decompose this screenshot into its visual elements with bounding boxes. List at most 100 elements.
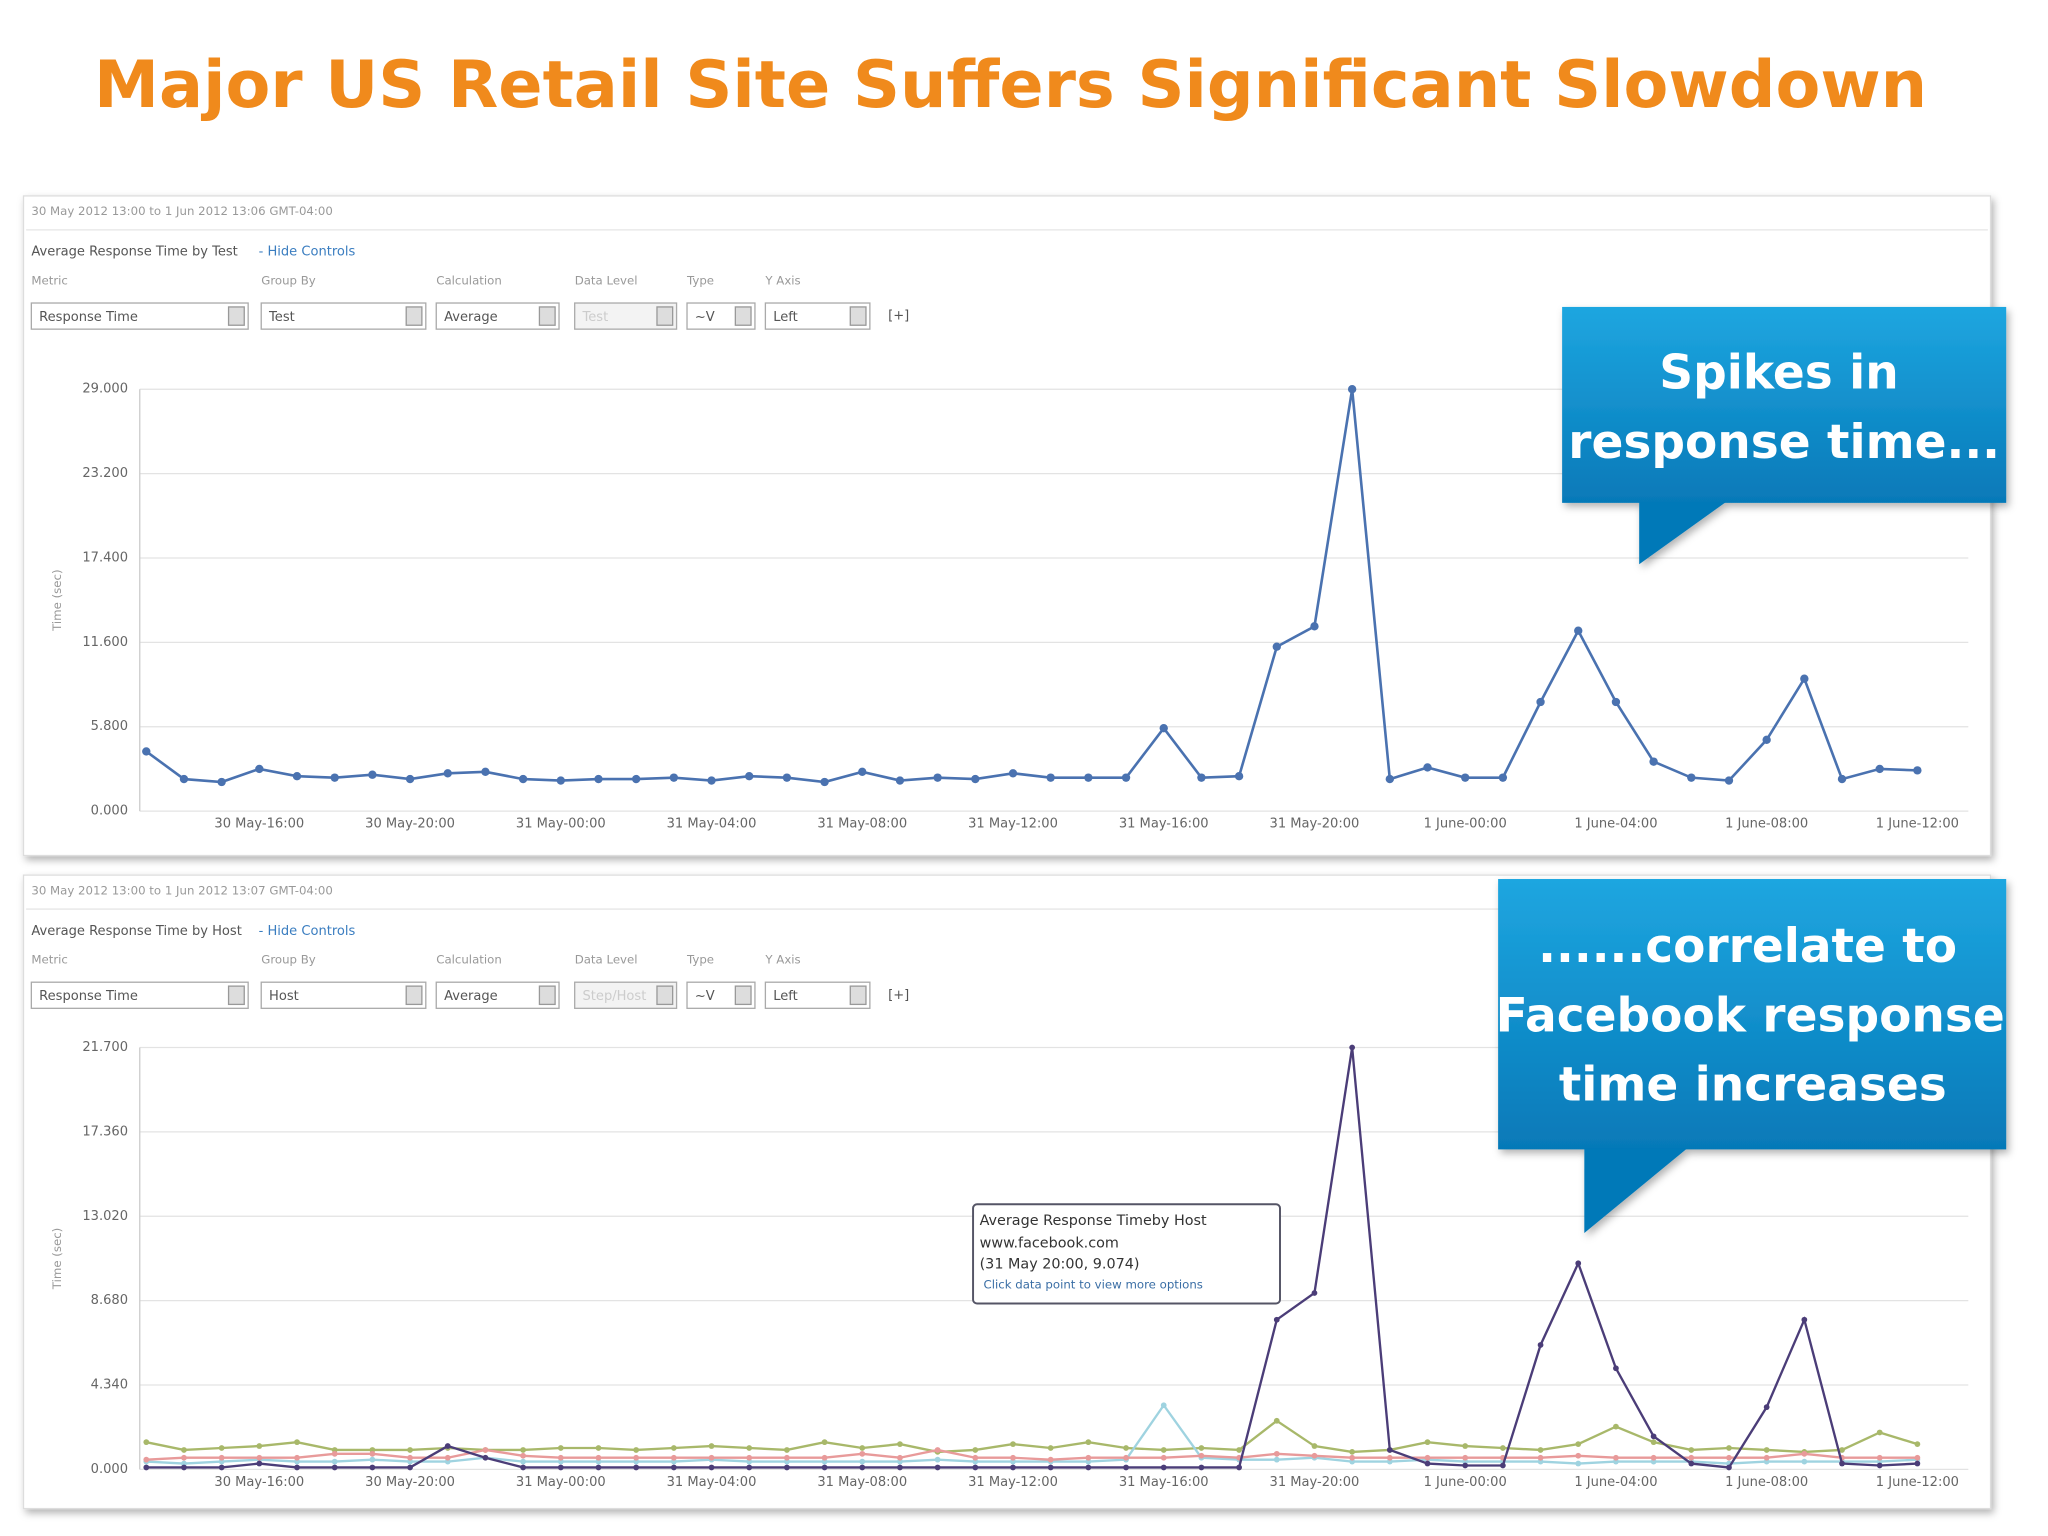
data-point — [1914, 1454, 1921, 1461]
data-point — [1801, 1458, 1808, 1465]
x-tick-label: 31 May-08:00 — [817, 1475, 907, 1490]
data-point — [1236, 1447, 1242, 1453]
data-point — [1010, 1441, 1016, 1447]
dropdown[interactable] — [30, 302, 249, 330]
data-point — [1537, 1454, 1544, 1461]
data-point — [1462, 1462, 1469, 1469]
data-point — [557, 1454, 564, 1461]
y-tick-label: 29.000 — [82, 382, 128, 397]
add-button[interactable]: [+] — [888, 309, 909, 324]
data-point — [1611, 697, 1621, 707]
data-point — [1198, 1452, 1205, 1459]
data-point — [1386, 1447, 1393, 1453]
data-point — [1385, 774, 1395, 784]
x-tick-label: 30 May-20:00 — [365, 1475, 455, 1490]
callout-text: ......correlate to — [1538, 919, 1957, 974]
data-point — [1875, 764, 1884, 774]
series-line — [146, 1047, 1918, 1469]
dropdown-value: Test — [268, 310, 295, 325]
control-label: Type — [686, 273, 714, 287]
data-point — [708, 1454, 715, 1461]
x-tick-label: 1 June-08:00 — [1725, 817, 1808, 832]
data-point — [1010, 1464, 1016, 1471]
dropdown-arrow — [538, 306, 556, 326]
dropdown[interactable] — [260, 981, 427, 1009]
data-point — [631, 774, 641, 784]
data-point — [1876, 1462, 1883, 1469]
data-point — [1159, 724, 1168, 733]
data-point — [1801, 1450, 1808, 1457]
data-point — [1047, 1464, 1054, 1471]
data-point — [557, 1445, 564, 1451]
slide-title: Major US Retail Site Suffers Significant… — [94, 47, 1927, 123]
data-point — [1349, 1449, 1356, 1455]
data-point — [1462, 1443, 1469, 1449]
data-point — [481, 767, 490, 777]
control-label: Data Level — [575, 273, 638, 287]
data-point — [1123, 1464, 1129, 1471]
data-point — [708, 1443, 715, 1449]
data-point — [143, 1464, 150, 1471]
data-point — [745, 772, 754, 781]
data-point — [1500, 1445, 1506, 1451]
data-point — [294, 1454, 300, 1461]
y-tick-label: 8.680 — [91, 1293, 128, 1308]
dropdown[interactable] — [435, 981, 560, 1009]
data-point — [482, 1454, 489, 1461]
dropdown[interactable] — [435, 302, 560, 330]
data-point — [369, 1464, 376, 1471]
data-point — [670, 1445, 677, 1451]
series-line — [146, 1448, 1918, 1461]
data-point — [142, 747, 151, 756]
data-point — [746, 1454, 753, 1461]
dropdown-value: Average — [444, 989, 498, 1004]
x-tick-label: 1 June-08:00 — [1725, 1475, 1808, 1490]
data-point — [256, 1443, 263, 1449]
data-point — [407, 1454, 413, 1461]
data-point — [1613, 1423, 1619, 1430]
data-point — [1575, 1441, 1582, 1447]
data-point — [972, 1454, 979, 1461]
data-point — [1914, 1441, 1921, 1447]
add-button[interactable]: [+] — [888, 988, 909, 1003]
data-point — [670, 1464, 677, 1471]
data-point — [784, 1464, 790, 1471]
data-point — [821, 1439, 828, 1446]
data-point — [218, 1445, 225, 1451]
data-point — [897, 1441, 903, 1447]
data-point — [256, 1454, 263, 1461]
data-point — [1688, 1454, 1695, 1461]
data-point — [331, 1450, 338, 1457]
data-point — [1876, 1454, 1883, 1461]
toggle-link[interactable]: - Hide Controls — [259, 924, 356, 939]
dropdown-value: Response Time — [39, 310, 138, 325]
data-point — [1085, 1439, 1092, 1446]
dropdown[interactable] — [30, 981, 249, 1009]
callout-tail — [1639, 501, 1727, 565]
dropdown[interactable] — [260, 302, 427, 330]
data-point — [256, 1460, 263, 1467]
data-point — [179, 774, 189, 784]
data-point — [1575, 1460, 1582, 1467]
dropdown-value: Average — [444, 310, 498, 325]
data-point — [746, 1445, 753, 1451]
data-point — [633, 1464, 640, 1471]
tooltip: Average Response Timeby Host www.faceboo… — [972, 1203, 1281, 1305]
data-point — [897, 1454, 903, 1461]
toggle-link[interactable]: - Hide Controls — [259, 245, 356, 260]
control-label: Group By — [261, 953, 316, 967]
data-point — [520, 1458, 526, 1465]
data-point — [934, 1447, 941, 1453]
data-point — [859, 1464, 866, 1471]
data-point — [1762, 735, 1771, 744]
data-point — [859, 1458, 866, 1465]
tooltip-box — [972, 1203, 1281, 1305]
callout — [1498, 879, 2007, 1233]
data-point — [520, 1447, 526, 1453]
charts: 30 May 2012 13:00 to 1 Jun 2012 13:06 GM… — [26, 204, 1988, 1490]
data-point — [595, 1454, 602, 1461]
y-tick-label: 4.340 — [91, 1378, 128, 1393]
x-tick-label: 1 June-00:00 — [1424, 817, 1507, 832]
x-tick-label: 31 May-16:00 — [1119, 817, 1209, 832]
x-tick-label: 30 May-16:00 — [214, 817, 304, 832]
